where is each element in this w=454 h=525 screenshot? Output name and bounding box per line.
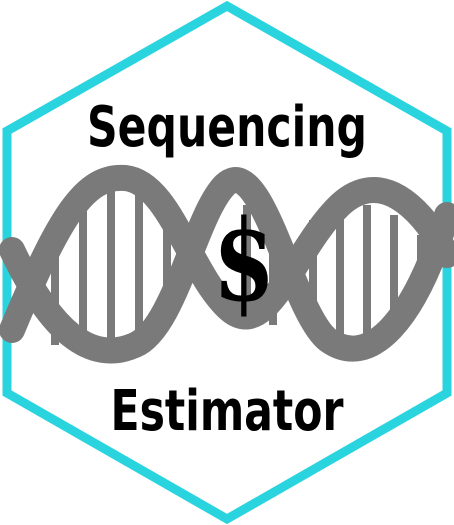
dna-helix-icon (0, 164, 454, 364)
helix-strand-a (0, 164, 454, 343)
logo-title-top: Sequencing (87, 94, 367, 159)
logo-title-bottom: Estimator (111, 378, 344, 443)
helix-strand-b (0, 167, 454, 364)
dollar-sign: $ (213, 195, 275, 326)
helix-strands (0, 164, 454, 364)
